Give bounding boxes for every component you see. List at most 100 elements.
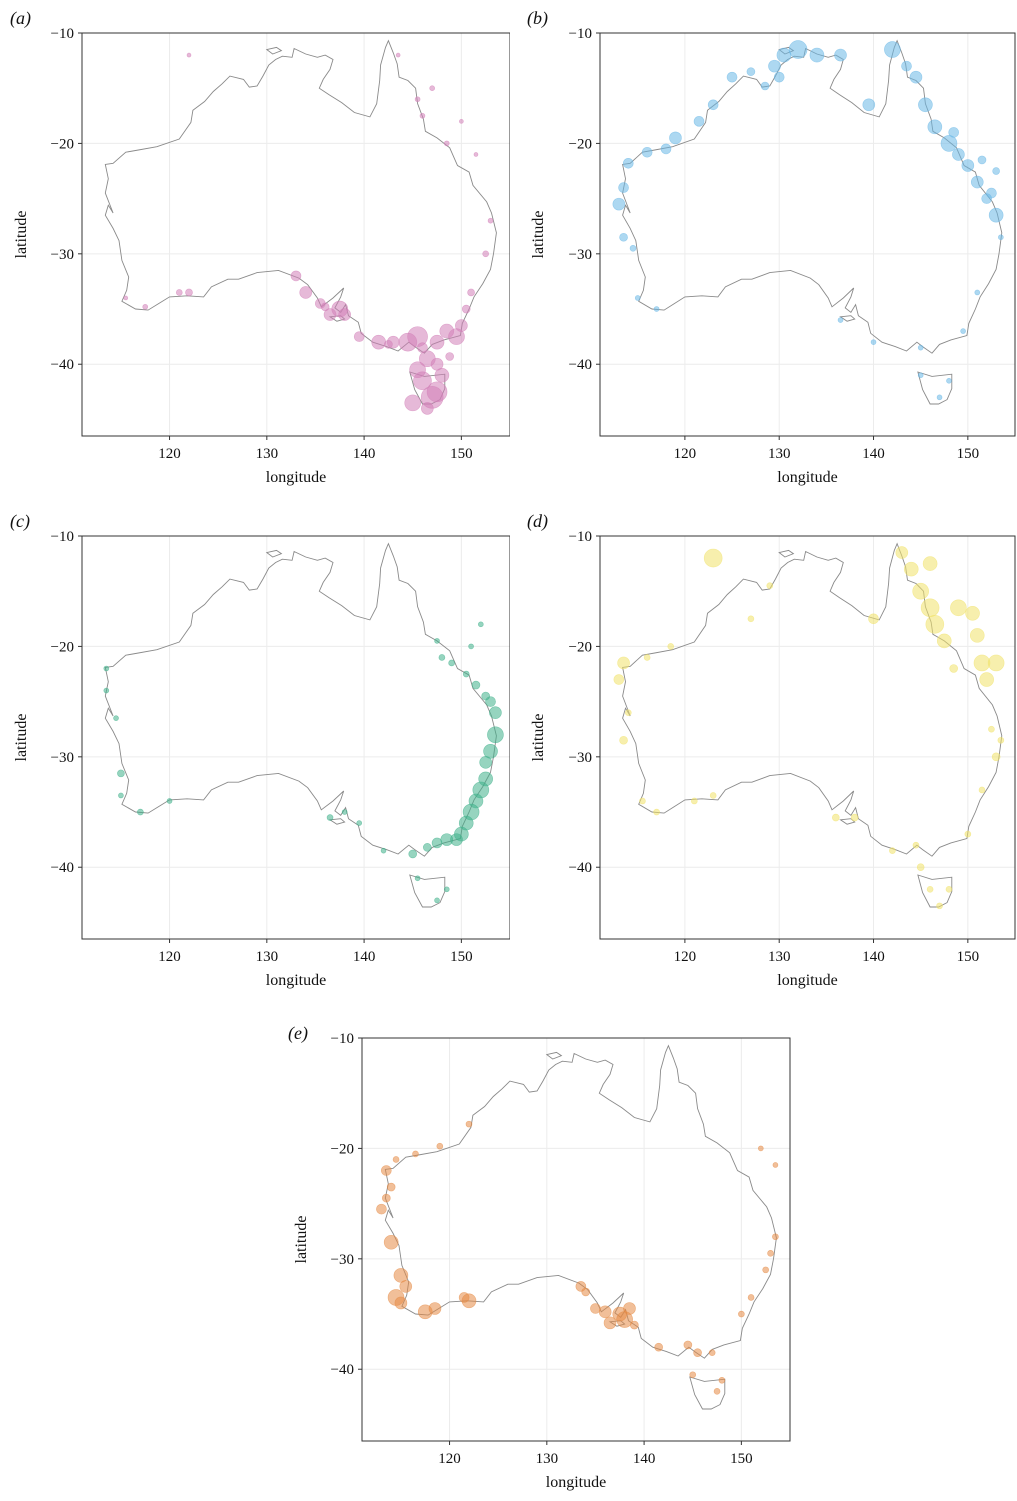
- x-tick-label: 130: [536, 1451, 559, 1467]
- y-tick-label: −10: [569, 26, 592, 42]
- occurrence-point: [417, 342, 428, 353]
- map-panel-b: (b) 120 130 140 150 −10 −20 −30 −40 longitude lat…: [517, 0, 1017, 495]
- coastline: [839, 818, 856, 825]
- occurrence-point: [423, 843, 432, 852]
- occurrence-point: [760, 81, 770, 91]
- occurrence-point: [175, 289, 183, 296]
- x-tick-label: 120: [674, 949, 697, 965]
- y-tick-label: −20: [569, 136, 592, 152]
- occurrence-point: [772, 1162, 779, 1168]
- occurrence-point: [489, 706, 502, 719]
- occurrence-point: [383, 1234, 399, 1250]
- occurrence-point: [617, 656, 630, 670]
- coastline: [545, 1051, 563, 1060]
- occurrence-point: [693, 1348, 702, 1357]
- occurrence-point: [726, 71, 738, 83]
- occurrence-point: [399, 1280, 413, 1293]
- occurrence-point: [884, 41, 901, 58]
- coastline: [622, 39, 1003, 354]
- occurrence-point: [341, 809, 348, 815]
- x-tick-label: 130: [768, 949, 791, 965]
- occurrence-point: [598, 1305, 612, 1319]
- occurrence-point: [768, 59, 781, 73]
- occurrence-point: [461, 304, 471, 314]
- occurrence-point: [299, 286, 313, 299]
- occurrence-point: [952, 148, 965, 161]
- occurrence-point: [773, 71, 785, 83]
- occurrence-point: [862, 98, 876, 112]
- coastline-tasmania: [917, 371, 953, 405]
- occurrence-point: [964, 830, 972, 838]
- occurrence-point: [479, 756, 492, 769]
- coastline: [104, 39, 497, 354]
- x-tick-label: 140: [862, 446, 885, 462]
- occurrence-point: [290, 270, 302, 282]
- occurrence-point: [709, 792, 717, 799]
- occurrence-point: [916, 863, 925, 872]
- occurrence-point: [443, 140, 450, 147]
- occurrence-point: [987, 654, 1005, 672]
- occurrence-point: [960, 328, 966, 334]
- occurrence-point: [581, 1287, 591, 1297]
- x-axis-label: longitude: [546, 1474, 606, 1491]
- occurrence-point: [758, 1145, 764, 1152]
- coastline: [104, 542, 497, 857]
- occurrence-point: [946, 377, 952, 384]
- occurrence-point: [166, 798, 173, 804]
- occurrence-point: [465, 1120, 473, 1128]
- map-panel-d: (d) 120 130 140 150 −10 −20 −30 −40 longitude lat…: [517, 503, 1017, 998]
- occurrence-point: [889, 847, 896, 854]
- occurrence-point: [440, 833, 454, 846]
- map-plot-a: 120 130 140 150 −10 −20 −30 −40 longitude latitud…: [13, 26, 511, 486]
- occurrence-point: [395, 52, 401, 58]
- occurrence-point: [320, 302, 330, 312]
- occurrence-point: [371, 334, 386, 350]
- map-plot-d: 120 130 140 150 −10 −20 −30 −40 longitude latitud…: [530, 529, 1016, 989]
- y-tick-label: −20: [331, 1141, 354, 1157]
- occurrence-point: [683, 1340, 693, 1350]
- occurrence-point: [414, 96, 421, 103]
- plot-frame: [599, 32, 1016, 437]
- occurrence-point: [429, 334, 445, 350]
- occurrence-point: [467, 288, 475, 297]
- occurrence-point: [434, 897, 440, 904]
- occurrence-point: [895, 546, 909, 559]
- panel-label-a: (a): [10, 8, 31, 28]
- occurrence-point: [113, 715, 119, 721]
- occurrence-point: [436, 1142, 444, 1150]
- occurrence-point: [429, 85, 435, 92]
- occurrence-point: [482, 250, 489, 258]
- occurrence-point: [434, 367, 450, 383]
- occurrence-point: [376, 1203, 387, 1215]
- occurrence-point: [747, 615, 755, 623]
- occurrence-point: [455, 319, 468, 332]
- x-tick-label: 120: [158, 949, 181, 965]
- occurrence-point: [630, 1320, 639, 1330]
- occurrence-point: [653, 306, 660, 312]
- map-plot-c: 120 130 140 150 −10 −20 −30 −40 longitude latitud…: [13, 529, 511, 989]
- x-tick-label: 130: [256, 446, 279, 462]
- x-tick-label: 150: [957, 949, 980, 965]
- x-tick-label: 120: [438, 1451, 461, 1467]
- occurrence-point: [997, 736, 1005, 744]
- occurrence-point: [926, 886, 934, 893]
- occurrence-point: [772, 1233, 779, 1241]
- occurrence-point: [381, 1165, 392, 1176]
- occurrence-point: [185, 288, 193, 297]
- occurrence-point: [137, 808, 144, 816]
- x-tick-label: 140: [353, 446, 376, 462]
- y-axis-label: latitude: [13, 714, 30, 762]
- occurrence-point: [949, 664, 958, 673]
- occurrence-point: [917, 372, 924, 379]
- occurrence-point: [103, 687, 110, 694]
- occurrence-point: [643, 654, 651, 661]
- coastline-tasmania: [917, 874, 953, 908]
- map-panel-c: (c) 120 130 140 150 −10 −20 −30 −40 longitude lat…: [0, 503, 511, 998]
- occurrence-point: [922, 556, 938, 571]
- occurrence-point: [629, 245, 637, 252]
- occurrence-point: [624, 709, 632, 716]
- occurrence-point: [991, 752, 1001, 762]
- occurrence-point: [850, 813, 859, 822]
- panel-label-e: (e): [288, 1023, 308, 1043]
- y-tick-label: −40: [331, 1362, 354, 1378]
